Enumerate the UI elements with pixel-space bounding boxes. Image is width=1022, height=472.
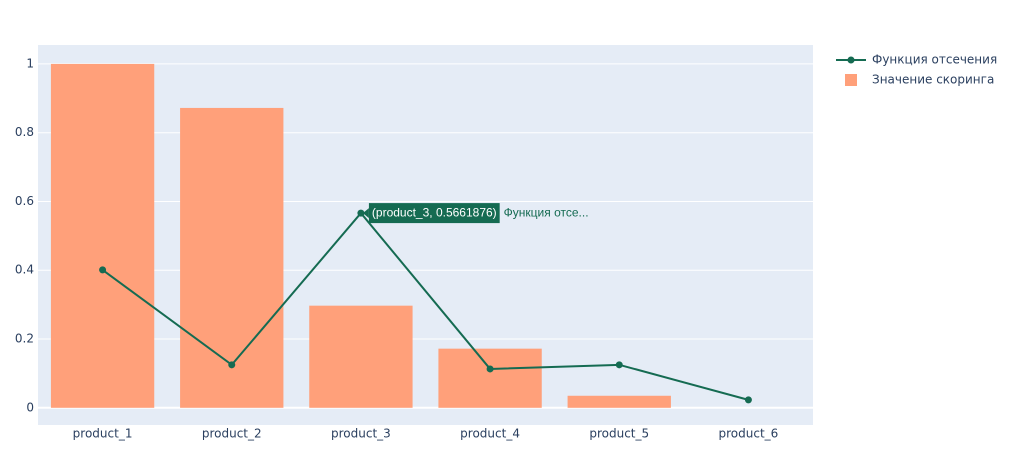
line-point [615,361,623,369]
x-tick-label: product_3 [331,427,391,441]
legend-label[interactable]: Функция отсечения [872,53,997,67]
line [101,211,749,401]
x-tick-label: product_4 [460,427,520,441]
bar [180,107,284,408]
line-point [486,365,494,373]
y-tick-label: 0.2 [15,332,34,346]
bar [438,348,542,408]
line-point [99,266,107,274]
plot-background [38,45,813,425]
x-tick-label: product_6 [719,427,779,441]
bar [309,305,413,408]
hover-name: Функция отсе... [504,205,589,219]
y-tick-label: 0.8 [15,125,34,139]
hover-label-bg [368,203,500,224]
legend-swatch [847,56,855,64]
line-point [228,361,236,369]
line-point [357,209,365,217]
x-tick-label: product_1 [73,427,133,441]
legend-swatch [845,74,857,86]
y-tick-label: 0 [26,400,34,414]
bar [50,63,155,408]
x-tick-label: product_5 [589,427,649,441]
x-tick-label: product_2 [202,427,262,441]
legend-label[interactable]: Значение скоринга [872,73,994,87]
y-tick-label: 1 [26,56,34,70]
y-tick-label: 0.4 [15,263,34,277]
line-point [744,396,752,404]
hover-pointer [362,208,369,219]
bar [567,395,671,408]
y-tick-label: 0.6 [15,194,34,208]
hover-label: (product_3, 0.5661876) [372,205,497,219]
hover-tooltip: (product_3, 0.5661876) Функция отсе... [362,203,589,224]
